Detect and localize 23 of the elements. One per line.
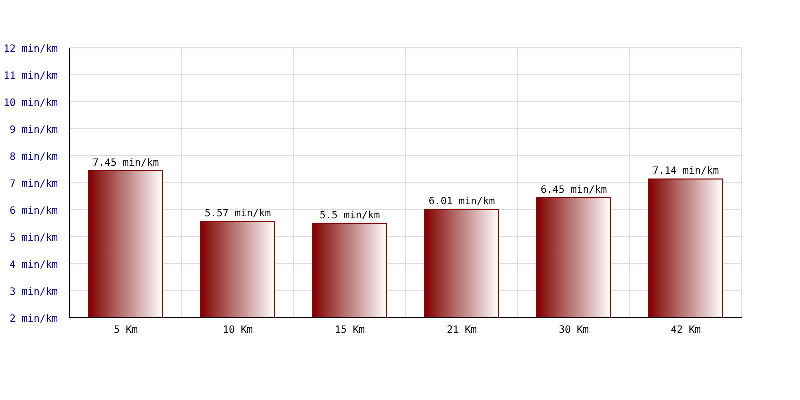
y-tick-label: 7 min/km: [10, 179, 58, 190]
y-tick-label: 8 min/km: [10, 152, 58, 163]
data-label: 7.45 min/km: [92, 158, 160, 169]
y-tick-label: 2 min/km: [10, 314, 58, 325]
y-tick-label: 12 min/km: [4, 44, 58, 55]
x-tick-label: 30 Km: [558, 325, 590, 336]
y-tick-label: 3 min/km: [10, 287, 58, 298]
data-label: 7.14 min/km: [652, 166, 720, 178]
data-label: 6.01 min/km: [428, 196, 496, 208]
y-tick-label: 4 min/km: [10, 260, 58, 271]
y-tick-label: 10 min/km: [4, 98, 58, 109]
y-tick-label: 6 min/km: [10, 206, 58, 217]
data-label: 5.5 min/km: [320, 210, 380, 222]
x-tick-label: 42 Km: [670, 325, 702, 336]
x-tick-label: 10 Km: [222, 325, 254, 336]
y-tick-label: 5 min/km: [10, 233, 58, 244]
y-tick-label: 9 min/km: [10, 125, 58, 136]
x-tick-label: 5 Km: [114, 325, 138, 336]
data-label: 5.57 min/km: [204, 208, 272, 220]
y-tick-label: 11 min/km: [4, 71, 58, 82]
x-tick-label: 21 Km: [446, 325, 478, 336]
data-label: 6.45 min/km: [540, 184, 608, 196]
x-tick-label: 15 Km: [334, 325, 366, 336]
